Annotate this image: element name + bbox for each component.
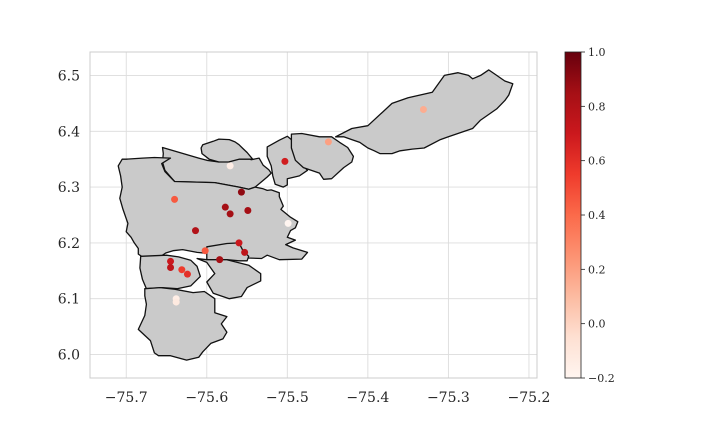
x-tick-label: −75.7 bbox=[105, 390, 148, 406]
x-tick-label: −75.5 bbox=[266, 390, 309, 406]
y-tick-label: 6.0 bbox=[58, 348, 80, 364]
data-point bbox=[237, 188, 245, 196]
x-tick-label: −75.6 bbox=[185, 390, 228, 406]
plot-frame bbox=[89, 51, 538, 379]
data-point bbox=[221, 203, 229, 211]
data-point bbox=[178, 266, 186, 274]
data-point bbox=[201, 247, 209, 255]
data-point bbox=[167, 263, 175, 271]
data-point bbox=[284, 219, 292, 227]
region-polygon bbox=[290, 132, 355, 180]
colorbar-gradient bbox=[564, 51, 582, 379]
y-tick-label: 6.1 bbox=[58, 292, 80, 308]
data-points bbox=[167, 105, 427, 306]
colorbar-tick-label: −0.2 bbox=[588, 372, 615, 385]
colorbar-tick-label: 0.2 bbox=[588, 263, 606, 276]
region-polygon bbox=[117, 156, 309, 261]
data-point bbox=[183, 270, 191, 278]
data-point bbox=[419, 105, 427, 113]
data-point bbox=[172, 298, 180, 306]
y-tick-label: 6.3 bbox=[58, 180, 80, 196]
data-point bbox=[235, 239, 243, 247]
y-tick-label: 6.2 bbox=[58, 236, 80, 252]
data-point bbox=[226, 210, 234, 218]
data-point bbox=[226, 162, 234, 170]
x-tick-label: −75.4 bbox=[346, 390, 389, 406]
region-polygon bbox=[137, 286, 228, 361]
y-tick-label: 6.5 bbox=[58, 68, 80, 84]
x-axis-ticks: −75.7 −75.6 −75.5 −75.4 −75.3 −75.2 bbox=[105, 390, 551, 406]
colorbar: −0.2 0.0 0.2 0.4 0.6 0.8 1.0 bbox=[564, 46, 615, 385]
data-point bbox=[171, 195, 179, 203]
y-axis-ticks: 6.0 6.1 6.2 6.3 6.4 6.5 bbox=[58, 68, 80, 363]
x-tick-label: −75.2 bbox=[507, 390, 550, 406]
colorbar-tick-label: 0.0 bbox=[588, 318, 606, 331]
data-point bbox=[281, 157, 289, 165]
data-point bbox=[324, 138, 332, 146]
y-tick-label: 6.4 bbox=[58, 124, 80, 140]
colorbar-tick-label: 0.6 bbox=[588, 155, 606, 168]
colorbar-ticks: −0.2 0.0 0.2 0.4 0.6 0.8 1.0 bbox=[581, 46, 615, 385]
x-tick-label: −75.3 bbox=[427, 390, 470, 406]
region-polygons bbox=[117, 69, 514, 361]
region-polygon bbox=[196, 257, 262, 300]
data-point bbox=[192, 227, 200, 235]
data-point bbox=[216, 256, 224, 264]
data-point bbox=[167, 257, 175, 265]
data-point bbox=[244, 207, 252, 215]
colorbar-tick-label: 0.8 bbox=[588, 100, 606, 113]
data-point bbox=[241, 248, 249, 256]
colorbar-tick-label: 0.4 bbox=[588, 209, 606, 222]
plot-area: −75.7 −75.6 −75.5 −75.4 −75.3 −75.2 6.0 6.1 6.2… bbox=[58, 51, 551, 406]
region-polygon bbox=[200, 138, 254, 163]
colorbar-tick-label: 1.0 bbox=[588, 46, 606, 59]
region-polygon bbox=[139, 254, 201, 290]
